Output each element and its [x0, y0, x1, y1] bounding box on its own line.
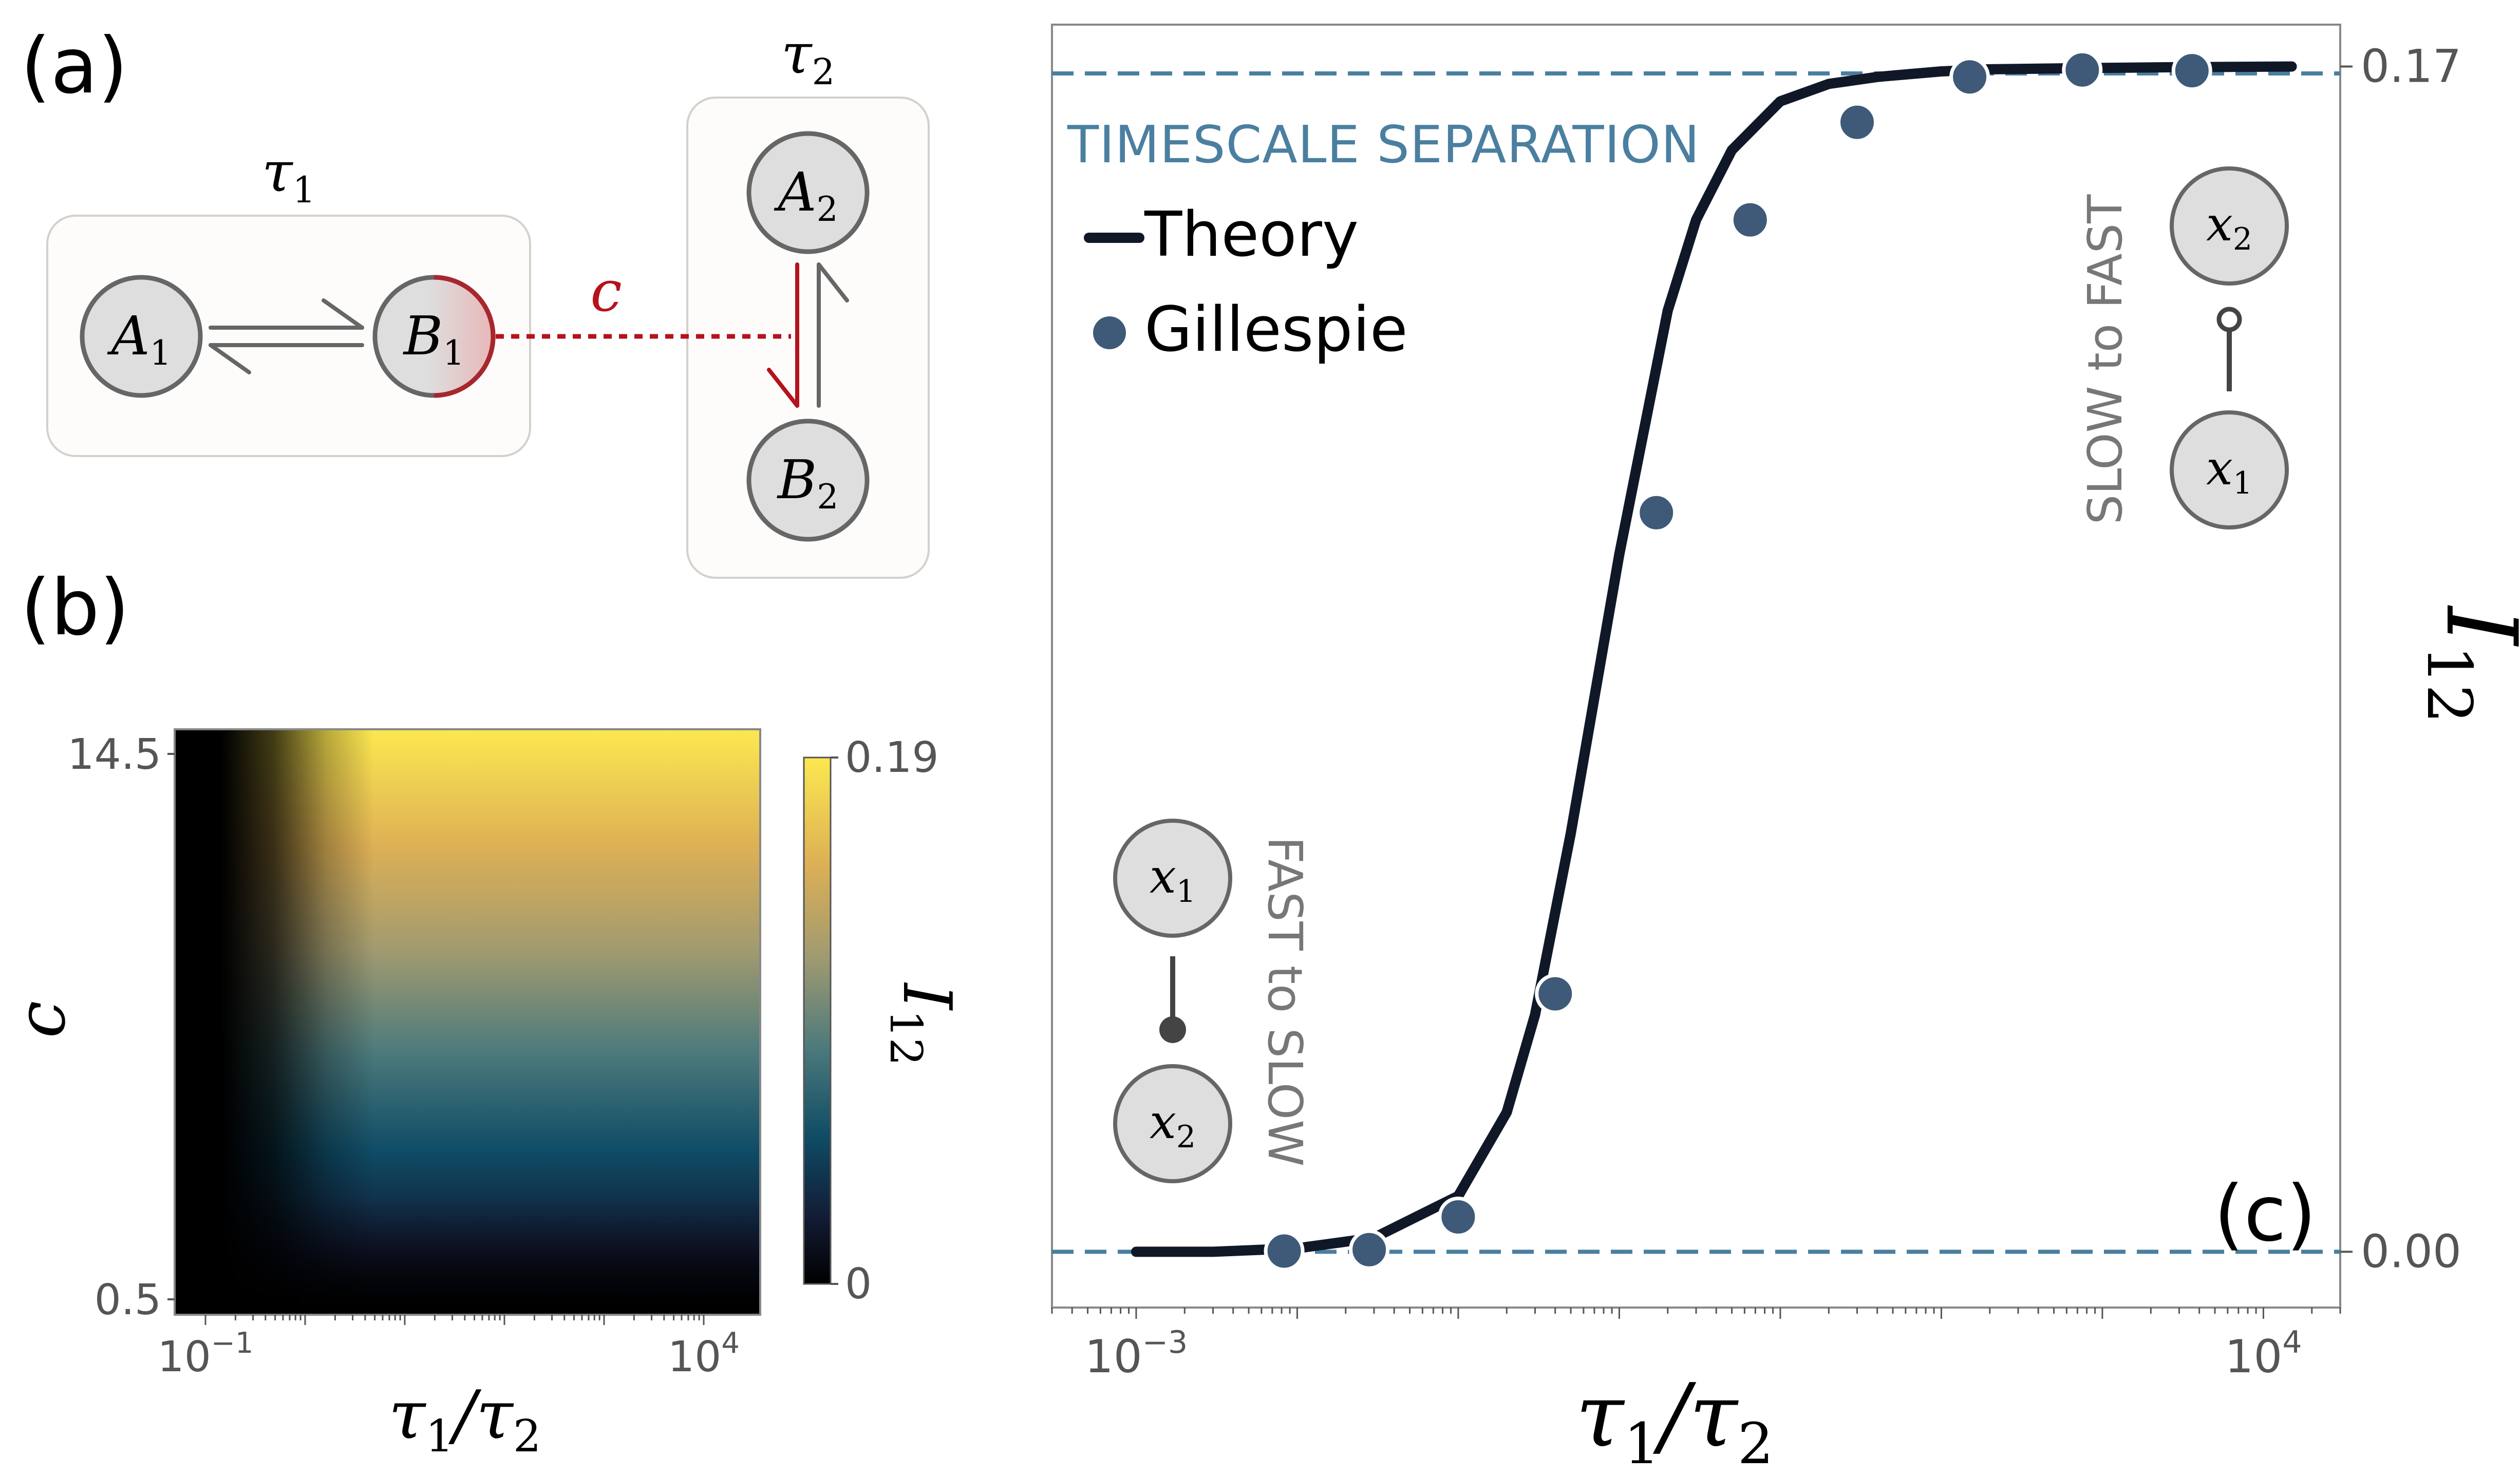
- legend-gillespie-swatch: [1093, 316, 1126, 349]
- svg-text:B2: B2: [777, 448, 838, 517]
- node-A1: A1: [80, 275, 203, 398]
- gillespie-point: [1264, 1231, 1305, 1272]
- fast-to-slow-annotation: x1 x2 FAST to SLOW: [1113, 819, 1312, 1183]
- gillespie-point: [1349, 1229, 1390, 1270]
- svg-text:x2: x2: [2206, 197, 2252, 257]
- svg-text:x1: x1: [2206, 441, 2252, 501]
- slow-to-fast-annotation: x2 x1 SLOW to FAST: [2078, 166, 2289, 529]
- heatmap-y-ticks: 14.5 0.5: [67, 730, 175, 1324]
- node-x1-right: [2170, 410, 2289, 529]
- panel-a: (a) τ1 τ2 A1 B1 A2 B2: [21, 22, 930, 579]
- node-x2-left: [1113, 1064, 1232, 1183]
- node-B1: B1: [372, 275, 496, 398]
- heatmap-xtick-high: 104: [668, 1327, 740, 1382]
- reaction-arrows-2: [767, 262, 849, 408]
- plot-xtick-high: 104: [2225, 1324, 2302, 1383]
- ytick-0.00: 0.00: [2361, 1225, 2461, 1278]
- gillespie-point: [1438, 1197, 1479, 1237]
- plot-xlabel: τ1/τ2: [1575, 1365, 1773, 1476]
- legend-theory-label: Theory: [1144, 199, 1359, 271]
- svg-text:x2: x2: [1150, 1094, 1196, 1155]
- tau2-label: τ2: [781, 22, 835, 93]
- heatmap-ytick-low: 0.5: [95, 1276, 161, 1324]
- svg-text:B1: B1: [403, 305, 464, 373]
- panel-b: (b) 14.5 0.5 10−1 104 τ1/τ2 c 0.19 0: [2, 563, 966, 1462]
- panel-a-label: (a): [21, 22, 128, 111]
- legend: Theory Gillespie: [1084, 199, 1408, 366]
- plot-frame: [1051, 24, 2341, 1309]
- heatmap-frame: [174, 728, 761, 1316]
- node-A2: A2: [746, 131, 870, 254]
- panel-c-label: (c): [2214, 1169, 2317, 1259]
- legend-gillespie-label: Gillespie: [1144, 294, 1408, 366]
- tau1-label: τ1: [262, 140, 315, 211]
- panel-b-label: (b): [21, 563, 129, 653]
- coupling-label: c: [590, 258, 622, 324]
- right-y-axis: 0.17 0.00: [2340, 40, 2461, 1278]
- gillespie-point: [1535, 973, 1576, 1014]
- heatmap: [175, 729, 760, 1315]
- colorbar-label: I12: [880, 982, 966, 1066]
- node-x2-right: [2170, 166, 2289, 286]
- heatmap-ylabel: c: [2, 1001, 80, 1038]
- heatmap-xlabel: τ1/τ2: [388, 1376, 541, 1462]
- gillespie-point: [1729, 199, 1771, 240]
- timescale-separation-label: TIMESCALE SEPARATION: [1067, 115, 1700, 175]
- gillespie-point: [2171, 50, 2212, 91]
- reaction-arrows-1: [209, 298, 364, 374]
- heatmap-ytick-high: 14.5: [67, 730, 161, 779]
- plot-xtick-low: 10−3: [1085, 1324, 1188, 1383]
- ytick-0.17: 0.17: [2361, 40, 2461, 92]
- gillespie-point: [1837, 102, 1877, 143]
- colorbar-min-label: 0: [845, 1260, 872, 1309]
- slow-to-fast-label: SLOW to FAST: [2078, 194, 2133, 524]
- svg-text:A1: A1: [107, 305, 171, 373]
- node-B2: B2: [746, 419, 870, 542]
- gillespie-point: [1636, 492, 1677, 533]
- plot-ylabel: I12: [2413, 605, 2520, 724]
- panel-c: TIMESCALE SEPARATION Theory Gillespie 0.…: [1051, 24, 2520, 1476]
- heatmap-x-minor-ticks: [204, 1315, 705, 1325]
- gillespie-point: [1949, 56, 1990, 98]
- plot-x-minor-ticks: [1051, 1308, 2341, 1319]
- colorbar-max-label: 0.19: [845, 733, 939, 782]
- node-x1-left: [1113, 819, 1232, 938]
- fast-to-slow-label: FAST to SLOW: [1257, 837, 1312, 1167]
- svg-text:A2: A2: [774, 161, 838, 229]
- colorbar: [803, 756, 832, 1285]
- svg-text:x1: x1: [1150, 849, 1196, 910]
- gillespie-series: [1264, 49, 2212, 1272]
- gillespie-point: [2062, 49, 2103, 90]
- heatmap-xtick-low: 10−1: [158, 1327, 254, 1382]
